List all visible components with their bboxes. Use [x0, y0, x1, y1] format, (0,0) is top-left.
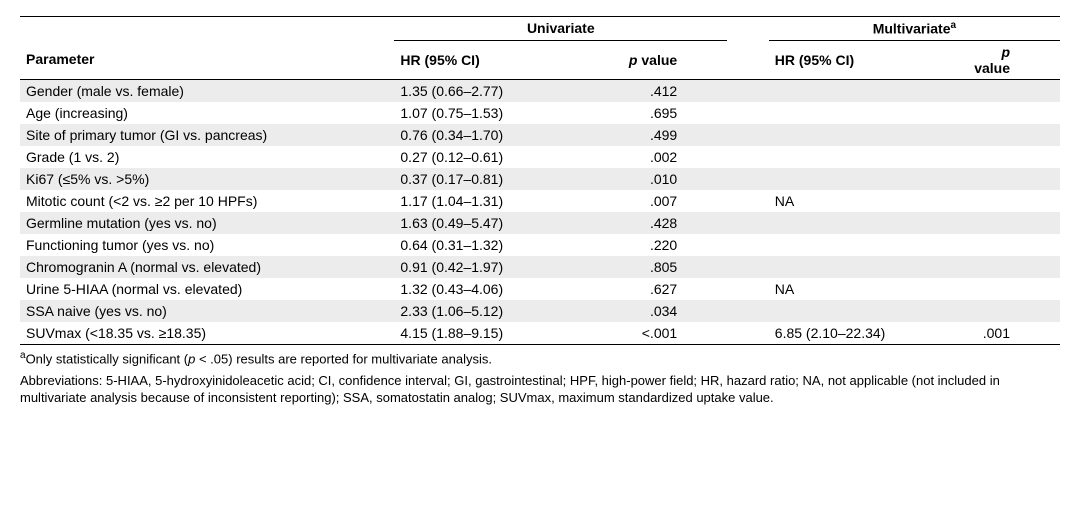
cell-m-p: [956, 300, 1060, 322]
cell-u-hr: 1.07 (0.75–1.53): [394, 102, 602, 124]
cell-m-p: [956, 168, 1060, 190]
table-row: Ki67 (≤5% vs. >5%)0.37 (0.17–0.81).010: [20, 168, 1060, 190]
header-m-hr: HR (95% CI): [769, 40, 956, 79]
cell-parameter: Age (increasing): [20, 102, 394, 124]
table-row: Germline mutation (yes vs. no)1.63 (0.49…: [20, 212, 1060, 234]
table-row: Functioning tumor (yes vs. no)0.64 (0.31…: [20, 234, 1060, 256]
cell-m-hr: [769, 146, 956, 168]
cell-u-p: .627: [602, 278, 727, 300]
cell-u-hr: 4.15 (1.88–9.15): [394, 322, 602, 345]
cell-u-hr: 1.17 (1.04–1.31): [394, 190, 602, 212]
cell-u-p: .695: [602, 102, 727, 124]
cell-u-hr: 0.27 (0.12–0.61): [394, 146, 602, 168]
cell-u-p: .412: [602, 79, 727, 102]
table-row: Urine 5-HIAA (normal vs. elevated)1.32 (…: [20, 278, 1060, 300]
cell-u-hr: 1.35 (0.66–2.77): [394, 79, 602, 102]
cell-parameter: Ki67 (≤5% vs. >5%): [20, 168, 394, 190]
cell-m-hr: [769, 168, 956, 190]
header-parameter: Parameter: [20, 40, 394, 79]
cell-m-hr: [769, 234, 956, 256]
cell-u-p: .034: [602, 300, 727, 322]
footnote-a: aOnly statistically significant (p < .05…: [20, 349, 1060, 368]
cell-m-p: .001: [956, 322, 1060, 345]
cell-u-hr: 2.33 (1.06–5.12): [394, 300, 602, 322]
cell-m-hr: [769, 102, 956, 124]
header-u-hr: HR (95% CI): [394, 40, 602, 79]
cell-parameter: Gender (male vs. female): [20, 79, 394, 102]
cell-m-hr: NA: [769, 190, 956, 212]
cell-m-p: [956, 212, 1060, 234]
cell-parameter: SSA naive (yes vs. no): [20, 300, 394, 322]
table-row: Site of primary tumor (GI vs. pancreas)0…: [20, 124, 1060, 146]
cell-parameter: Chromogranin A (normal vs. elevated): [20, 256, 394, 278]
table-row: SUVmax (<18.35 vs. ≥18.35)4.15 (1.88–9.1…: [20, 322, 1060, 345]
cell-u-p: .428: [602, 212, 727, 234]
cell-m-p: [956, 79, 1060, 102]
cell-m-hr: [769, 256, 956, 278]
cell-m-p: [956, 234, 1060, 256]
cell-parameter: Mitotic count (<2 vs. ≥2 per 10 HPFs): [20, 190, 394, 212]
cell-parameter: Site of primary tumor (GI vs. pancreas): [20, 124, 394, 146]
cell-u-hr: 1.32 (0.43–4.06): [394, 278, 602, 300]
cell-u-p: .002: [602, 146, 727, 168]
cell-u-hr: 0.91 (0.42–1.97): [394, 256, 602, 278]
results-table: Univariate Multivariatea Parameter HR (9…: [20, 16, 1060, 345]
cell-m-p: [956, 124, 1060, 146]
cell-parameter: Urine 5-HIAA (normal vs. elevated): [20, 278, 394, 300]
header-univariate: Univariate: [394, 17, 727, 41]
cell-m-hr: NA: [769, 278, 956, 300]
table-row: Grade (1 vs. 2)0.27 (0.12–0.61).002: [20, 146, 1060, 168]
header-m-p: p value: [956, 40, 1060, 79]
cell-m-p: [956, 102, 1060, 124]
cell-u-p: .220: [602, 234, 727, 256]
cell-u-hr: 0.64 (0.31–1.32): [394, 234, 602, 256]
table-row: Age (increasing)1.07 (0.75–1.53).695: [20, 102, 1060, 124]
cell-u-p: .010: [602, 168, 727, 190]
cell-parameter: Germline mutation (yes vs. no): [20, 212, 394, 234]
cell-m-p: [956, 190, 1060, 212]
header-multivariate: Multivariatea: [769, 17, 1060, 41]
cell-m-hr: 6.85 (2.10–22.34): [769, 322, 956, 345]
table-row: Chromogranin A (normal vs. elevated)0.91…: [20, 256, 1060, 278]
cell-m-hr: [769, 300, 956, 322]
cell-m-p: [956, 278, 1060, 300]
cell-u-hr: 0.37 (0.17–0.81): [394, 168, 602, 190]
cell-u-p: .805: [602, 256, 727, 278]
footnote-abbrev: Abbreviations: 5-HIAA, 5-hydroxyinidolea…: [20, 372, 1060, 407]
cell-m-p: [956, 146, 1060, 168]
cell-u-hr: 1.63 (0.49–5.47): [394, 212, 602, 234]
cell-parameter: Grade (1 vs. 2): [20, 146, 394, 168]
cell-m-p: [956, 256, 1060, 278]
table-row: SSA naive (yes vs. no)2.33 (1.06–5.12).0…: [20, 300, 1060, 322]
cell-m-hr: [769, 124, 956, 146]
cell-m-hr: [769, 79, 956, 102]
table-row: Gender (male vs. female)1.35 (0.66–2.77)…: [20, 79, 1060, 102]
cell-u-p: .499: [602, 124, 727, 146]
header-u-p: p value: [602, 40, 727, 79]
cell-u-p: .007: [602, 190, 727, 212]
cell-parameter: SUVmax (<18.35 vs. ≥18.35): [20, 322, 394, 345]
cell-u-p: <.001: [602, 322, 727, 345]
cell-m-hr: [769, 212, 956, 234]
cell-u-hr: 0.76 (0.34–1.70): [394, 124, 602, 146]
cell-parameter: Functioning tumor (yes vs. no): [20, 234, 394, 256]
table-row: Mitotic count (<2 vs. ≥2 per 10 HPFs)1.1…: [20, 190, 1060, 212]
